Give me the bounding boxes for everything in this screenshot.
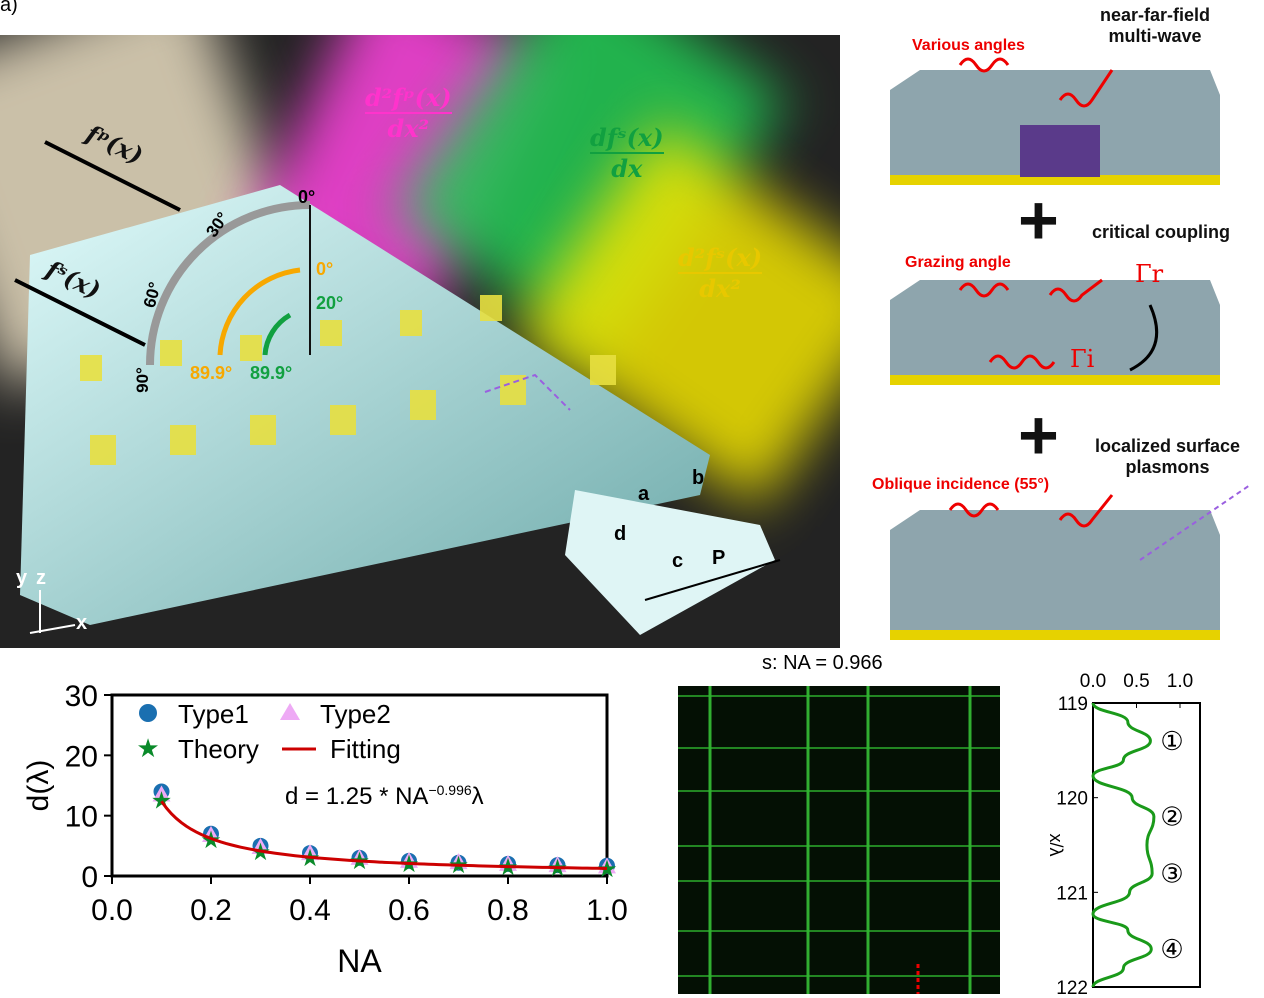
dfs-numerator: dfˢ(x) [590,123,664,152]
dfs-denominator: dx [611,154,643,183]
d2fs-denominator: dx² [699,274,741,303]
y-tick-label: 122 [1056,978,1088,998]
yellow-end: 89.9° [190,363,233,383]
panel-label: a) [0,0,18,16]
field-heatmap [678,686,1000,994]
gamma-i-label: Γi [1070,345,1095,373]
fit-eq-suffix: λ [471,783,484,810]
fit-eq-exponent: −0.996 [428,782,472,798]
tick-0: 0° [298,187,316,207]
theory-point: ★ [596,856,618,883]
grazing-angle-label: Grazing angle [905,254,1011,271]
type2-point [152,785,171,802]
axis-y: y [16,567,28,589]
label-d2fs: d²fˢ(x) dx² [678,243,763,303]
x-tick-label: 0.0 [1080,671,1106,692]
intensity-curve [1091,702,1156,988]
cell-a: a [638,483,650,505]
y-tick-label: 10 [65,801,98,834]
green-end: 89.9° [250,363,293,383]
y-axis-label: x/λ [1046,833,1066,856]
fit-eq-prefix: d = 1.25 * NA [285,783,429,810]
peak-label: ③ [1160,858,1183,888]
right-panel-devices [890,57,1251,640]
x-tick-label: 0.2 [190,894,232,927]
metasurface-illustration: fᵖ(x) fˢ(x) d²fᵖ(x) dx² dfˢ(x) dx d²fˢ(x) d… [0,35,840,648]
peak-label: ④ [1160,934,1183,964]
axis-x: x [76,612,88,634]
legend-fitting: Fitting [330,734,401,764]
various-angles-label: Various angles [912,37,1025,54]
x-tick-label: 0.8 [487,894,529,927]
legend-type2: Type2 [320,699,391,729]
fitting-line [160,800,608,870]
plus-icon: + [1018,396,1059,474]
device-3 [890,510,1220,640]
x-tick-label: 0.4 [289,894,331,927]
plot-frame [110,693,609,878]
plot-frame [1092,702,1201,988]
x-axis-label: NA [337,943,382,979]
peak-label: ① [1160,726,1183,756]
x-tick-label: 1.0 [1167,671,1193,692]
d2fp-denominator: dx² [387,114,430,143]
legend-theory: Theory [178,734,259,764]
profile-chart: 0.0 0.5 1.0 119 120 121 122 x/λ ① ② ③ ④ [1046,671,1201,998]
legend-type2-marker [280,703,300,720]
label-dfs: dfˢ(x) dx [590,123,664,183]
device-1 [890,70,1220,185]
heatmap-title: s: NA = 0.966 [762,652,883,674]
critical-coupling-label: critical coupling [1092,222,1231,242]
lsp-label: localized surface plasmons [1095,436,1241,477]
y-tick-label: 119 [1058,694,1088,715]
green-start: 20° [316,293,344,313]
near-far-field-label: near-far-field multi-wave [1100,5,1211,46]
plus-icon: + [1018,181,1059,259]
cell-d: d [614,523,627,545]
oblique-incidence-label: Oblique incidence (55°) [872,476,1050,493]
theory-point: ★ [200,827,222,854]
cell-P: P [712,547,726,569]
y-tick-label: 30 [65,680,98,713]
y-axis-label: d(λ) [22,760,55,812]
fit-equation: d = 1.25 * NA−0.996λ [285,782,484,811]
cell-c: c [672,550,684,572]
tick-90: 90° [132,367,152,393]
legend-type1: Type1 [178,699,249,729]
y-tick-label: 20 [65,740,98,773]
x-tick-label: 1.0 [586,894,628,927]
cell-b: b [692,467,705,489]
y-tick-label: 0 [81,861,98,894]
gamma-r-label: Γr [1135,260,1164,288]
substrate [14,140,781,635]
x-tick-label: 0.6 [388,894,430,927]
peak-label: ② [1160,802,1183,832]
x-tick-label: 0.5 [1123,671,1149,692]
device-2 [890,280,1220,385]
y-tick-label: 120 [1056,789,1088,810]
y-tick-label: 121 [1056,883,1088,904]
axis-z: z [36,567,46,589]
d2fp-numerator: d²fᵖ(x) [365,83,452,112]
legend-type1-marker [139,704,157,722]
yellow-start: 0° [316,259,334,279]
legend-theory-marker: ★ [136,733,159,763]
x-tick-label: 0.0 [91,894,133,927]
heatmap-pattern [678,686,1000,994]
label-d2fp: d²fᵖ(x) dx² [365,83,452,143]
d2fs-numerator: d²fˢ(x) [678,243,763,272]
